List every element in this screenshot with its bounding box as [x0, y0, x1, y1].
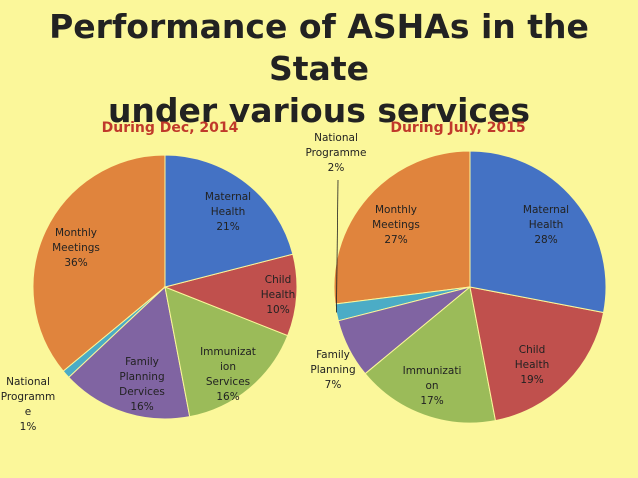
pie-title-july-2015: During July, 2015 [390, 120, 525, 136]
slice-label: Maternal Health 21% [205, 191, 251, 233]
slice-label: Immunizati on 17% [403, 365, 462, 407]
pie-chart-july-2015: During July, 2015 Maternal Health 28% Child… [306, 120, 607, 424]
pie-slice [469, 150, 607, 314]
slice-label: Monthly Meetings 36% [52, 227, 100, 269]
title-line-1: Performance of ASHAs in the State [49, 7, 589, 88]
slice-label: Immunizat ion Services 16% [200, 346, 256, 403]
pie-chart-dec-2014: During Dec, 2014 Maternal Health 21% Child H… [1, 120, 298, 433]
slice-label: Maternal Health 28% [523, 204, 569, 246]
pie-slice [32, 154, 166, 372]
pie-title-dec-2014: During Dec, 2014 [102, 120, 239, 136]
slice-label: Family Planning Dervices 16% [119, 356, 165, 413]
slice-label: National Programm e 1% [1, 376, 56, 433]
slice-label: Child Health 19% [515, 344, 549, 386]
pie-slice [164, 286, 289, 418]
slice-label: Monthly Meetings 27% [372, 204, 420, 246]
pie-slice [333, 150, 471, 305]
slice-label: Family Planning 7% [310, 349, 355, 391]
pie-slice [163, 253, 298, 337]
leader-line [336, 179, 339, 313]
title-line-2: under various services [107, 91, 531, 130]
slice-label: National Programme 2% [306, 132, 367, 174]
pie-slice [164, 154, 294, 288]
slice-label: Child Health 10% [261, 274, 295, 316]
page-title: Performance of ASHAs in the State under … [0, 6, 638, 132]
pie-slice [364, 286, 497, 424]
pie-slice [68, 286, 191, 420]
pie-slice [469, 286, 605, 422]
